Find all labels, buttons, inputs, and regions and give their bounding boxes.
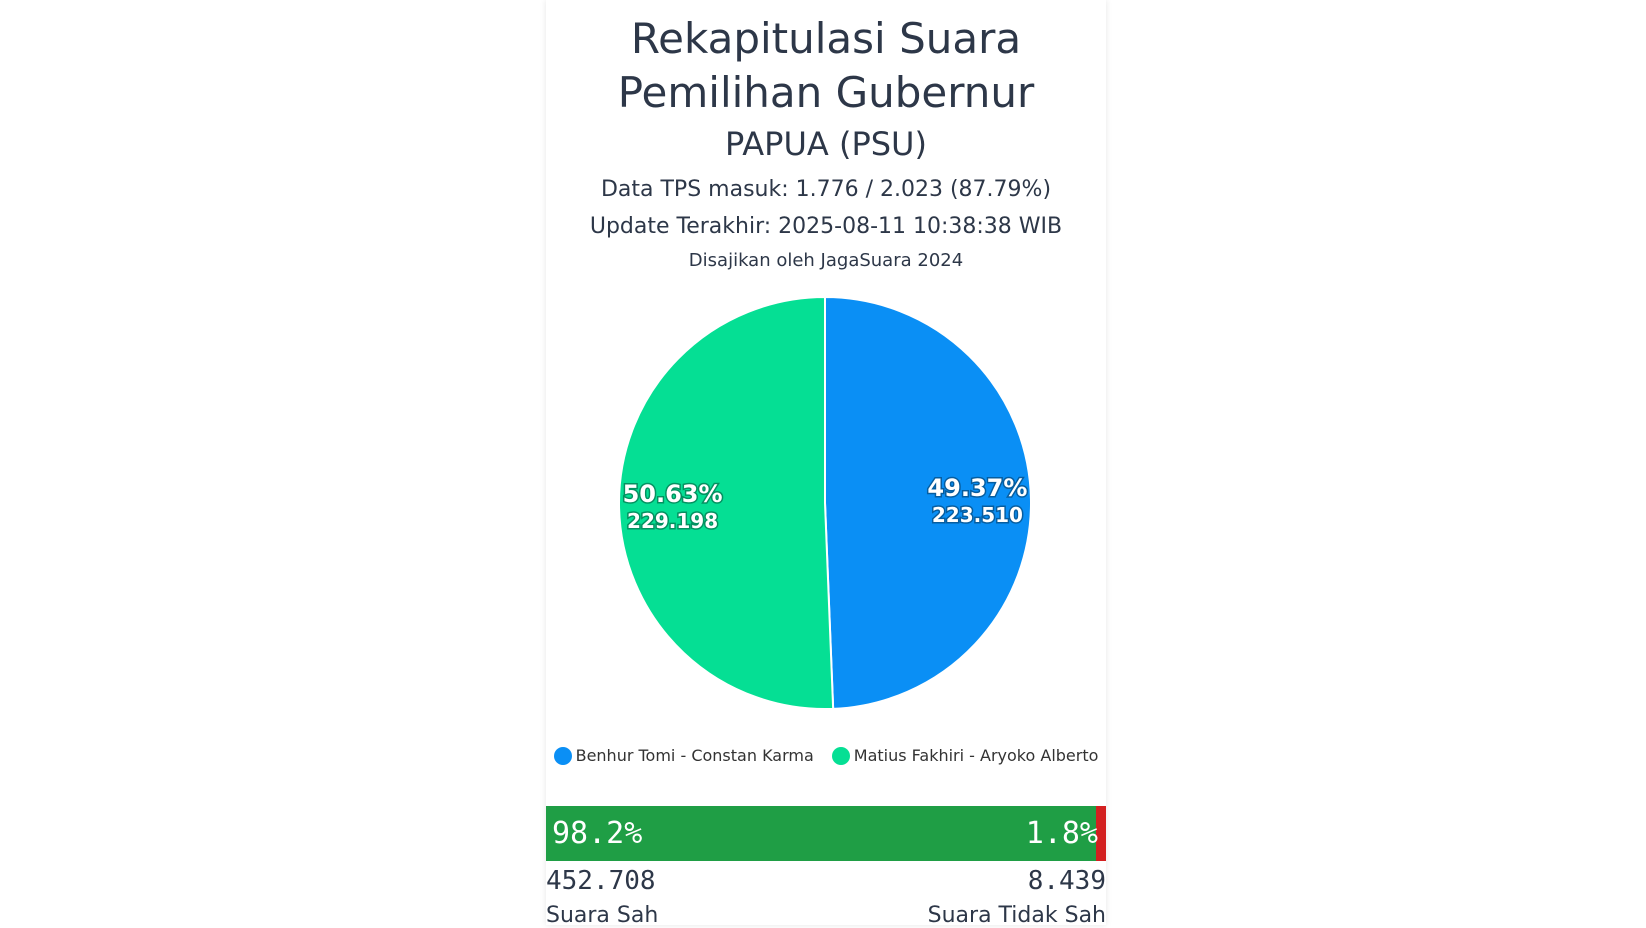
sah-percent: 98.2%	[552, 816, 643, 851]
bar-segment-sah	[546, 806, 1096, 861]
legend-swatch-icon	[831, 746, 850, 765]
legend-swatch-icon	[553, 746, 572, 765]
legend-item-1[interactable]: Benhur Tomi - Constan Karma	[553, 746, 814, 765]
pie-percent-label-1: 49.37%	[927, 474, 1027, 502]
tidak-sah-label: Suara Tidak Sah	[927, 903, 1106, 928]
source-credit: Disajikan oleh JagaSuara 2024	[688, 250, 964, 271]
last-update: Update Terakhir: 2025-08-11 10:38:38 WIB	[589, 214, 1063, 239]
valid-vote-bar: 98.2% 1.8%	[546, 806, 1106, 861]
title-line1: Rekapitulasi Suara	[630, 14, 1022, 63]
legend-item-2[interactable]: Matius Fakhiri - Aryoko Alberto	[831, 746, 1099, 765]
sah-label: Suara Sah	[546, 903, 659, 928]
sah-count: 452.708	[546, 866, 656, 896]
pie-value-label-1: 223.510	[932, 503, 1023, 527]
region-title: PAPUA (PSU)	[725, 125, 927, 163]
tidak-sah-count: 8.439	[1027, 866, 1106, 896]
pie-slice-1	[824, 295, 1032, 710]
title-line2: Pemilihan Gubernur	[617, 68, 1035, 117]
pie-chart: 49.37%223.510 50.63%229.198	[618, 295, 1032, 710]
pie-percent-label-2: 50.63%	[623, 480, 723, 508]
pie-slice-2	[618, 295, 835, 710]
recap-card: Rekapitulasi Suara Pemilihan Gubernur PA…	[546, 0, 1106, 928]
pie-value-label-2: 229.198	[627, 509, 718, 533]
bar-segment-tidak-sah	[1095, 806, 1106, 861]
legend-label: Matius Fakhiri - Aryoko Alberto	[853, 746, 1099, 765]
legend-label: Benhur Tomi - Constan Karma	[575, 746, 814, 765]
tidak-sah-percent: 1.8%	[1025, 816, 1098, 851]
tps-info: Data TPS masuk: 1.776 / 2.023 (87.79%)	[600, 177, 1052, 202]
chart-legend: Benhur Tomi - Constan Karma Matius Fakhir…	[546, 746, 1106, 765]
